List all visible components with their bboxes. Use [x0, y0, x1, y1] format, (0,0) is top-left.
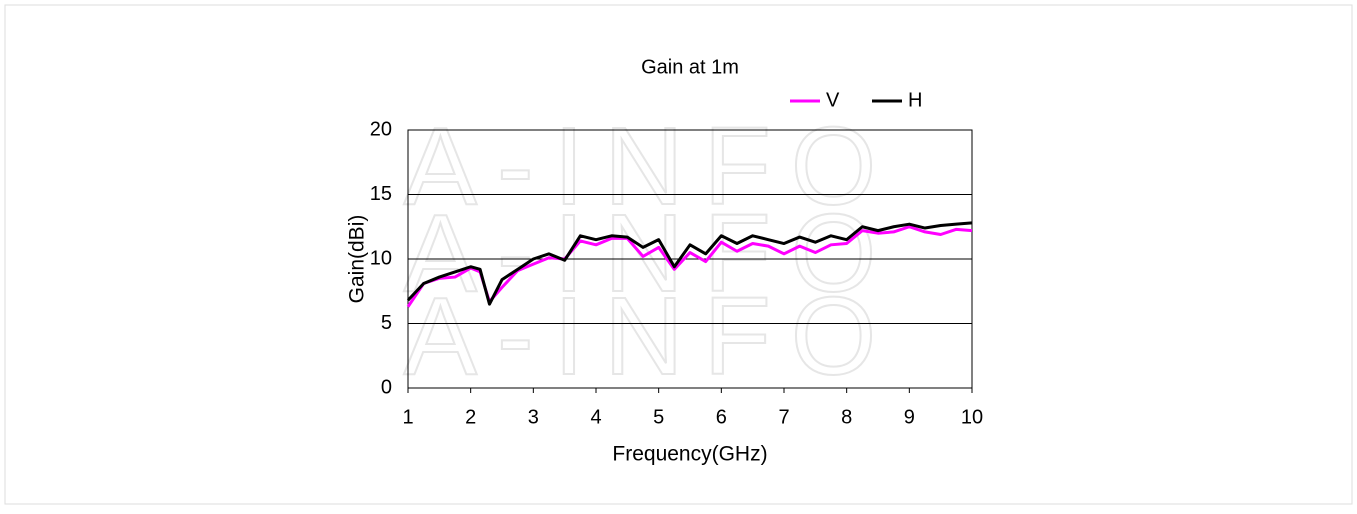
watermark: A-INFO	[404, 105, 897, 228]
x-tick-label: 3	[528, 406, 539, 428]
legend-label: V	[826, 89, 840, 111]
y-tick-label: 10	[370, 247, 392, 269]
legend-label: H	[908, 89, 922, 111]
x-tick-label: 7	[778, 406, 789, 428]
x-tick-label: 8	[841, 406, 852, 428]
y-tick-label: 15	[370, 183, 392, 205]
x-tick-label: 9	[904, 406, 915, 428]
x-tick-label: 4	[590, 406, 601, 428]
x-tick-label: 5	[653, 406, 664, 428]
x-axis-label: Frequency(GHz)	[612, 443, 767, 466]
x-tick-label: 6	[716, 406, 727, 428]
y-axis-label: Gain(dBi)	[346, 215, 369, 304]
y-tick-label: 0	[381, 376, 392, 398]
x-tick-label: 1	[402, 406, 413, 428]
x-tick-label: 2	[465, 406, 476, 428]
page-border	[4, 4, 1353, 505]
y-tick-label: 20	[370, 118, 392, 140]
series-line	[406, 221, 973, 306]
watermark: A-INFO	[404, 275, 897, 398]
chart-title: Gain at 1m	[641, 56, 739, 78]
y-tick-label: 5	[381, 312, 392, 334]
x-tick-label: 10	[961, 406, 983, 428]
